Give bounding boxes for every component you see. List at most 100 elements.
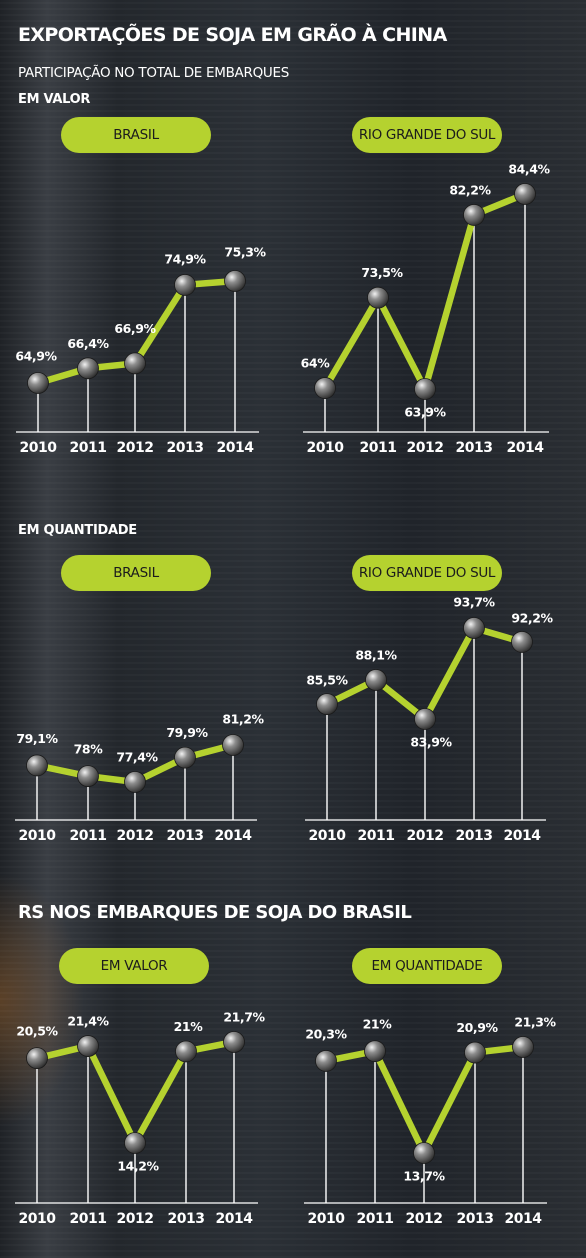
data-label: 83,9%: [410, 735, 452, 750]
chart-panel: 79,1% 78% 77,4% 79,9% 81,2% 2010 2011 2012 2013 2…: [15, 712, 265, 844]
data-point: [414, 708, 436, 730]
series-line: [323, 624, 526, 723]
data-point: [124, 352, 146, 375]
data-point: [463, 617, 485, 639]
x-tick-label: 2012: [407, 440, 444, 456]
x-tick-label: 2013: [167, 828, 204, 844]
data-label: 77,4%: [116, 750, 158, 765]
x-tick-label: 2013: [457, 1211, 494, 1227]
x-tick-label: 2010: [307, 440, 345, 456]
chart-panel: 85,5% 88,1% 83,9% 93,7% 92,2% 2010 2011 2012 201…: [305, 595, 554, 844]
data-label: 63,9%: [404, 405, 446, 420]
data-point: [222, 734, 244, 756]
data-label: 66,4%: [67, 336, 109, 351]
x-tick-label: 2012: [407, 828, 444, 844]
series-line: [321, 190, 529, 393]
chart-panel: 20,3% 21% 13,7% 20,9% 21,3% 2010 2011 2012 2013 2…: [304, 1015, 557, 1227]
chart-panel: 20,5% 21,4% 14,2% 21% 21,7% 2010 2011 2012 2013 2…: [15, 1010, 266, 1227]
x-tick-label: 2010: [19, 828, 57, 844]
data-point: [514, 183, 536, 205]
x-tick-label: 2010: [20, 440, 58, 456]
x-tick-label: 2010: [309, 828, 347, 844]
data-point: [464, 1041, 486, 1064]
data-label: 73,5%: [361, 265, 403, 280]
x-tick-label: 2011: [70, 828, 107, 844]
x-tick-label: 2014: [215, 828, 253, 844]
page-title: EXPORTAÇÕES DE SOJA EM GRÃO À CHINA: [18, 24, 447, 46]
data-label: 21,7%: [223, 1010, 265, 1025]
data-point: [175, 1040, 197, 1063]
chart-title-pill: BRASIL: [61, 555, 211, 591]
data-point: [174, 746, 196, 769]
data-label: 21,4%: [67, 1014, 109, 1029]
x-tick-label: 2014: [216, 1211, 254, 1227]
data-label: 79,9%: [166, 725, 208, 740]
chart-panel: 64% 73,5% 63,9% 82,2% 84,4% 2010 2011 2012 2013 2…: [301, 162, 551, 457]
chart-title-pill: RIO GRANDE DO SUL: [352, 117, 502, 153]
chart-title-pill: EM QUANTIDADE: [352, 948, 502, 984]
data-label: 21%: [174, 1019, 204, 1034]
data-point: [26, 754, 48, 777]
data-label: 20,9%: [456, 1020, 498, 1035]
data-label: 21%: [363, 1017, 393, 1032]
section-title-rs: RS NOS EMBARQUES DE SOJA DO BRASIL: [18, 902, 412, 923]
chart-title-pill: RIO GRANDE DO SUL: [352, 555, 502, 591]
data-label: 93,7%: [453, 595, 495, 610]
data-point: [316, 693, 338, 716]
data-point: [224, 270, 246, 292]
section-label-value: EM VALOR: [18, 92, 91, 107]
data-label: 20,5%: [16, 1024, 58, 1039]
data-label: 64,9%: [15, 349, 57, 364]
data-label: 84,4%: [508, 162, 550, 177]
x-tick-label: 2013: [456, 828, 493, 844]
data-point: [26, 1047, 48, 1070]
x-tick-label: 2012: [406, 1211, 443, 1227]
data-label: 74,9%: [164, 251, 206, 266]
data-label: 85,5%: [306, 673, 348, 688]
x-tick-label: 2011: [358, 828, 395, 844]
data-point: [463, 204, 485, 226]
x-tick-label: 2013: [168, 1211, 205, 1227]
x-tick-label: 2013: [167, 440, 204, 456]
data-point: [367, 286, 389, 309]
chart-title-pill: BRASIL: [61, 117, 211, 153]
data-point: [174, 274, 196, 296]
x-tick-label: 2010: [308, 1211, 346, 1227]
x-tick-label: 2014: [217, 440, 255, 456]
data-point: [124, 771, 146, 793]
x-tick-label: 2011: [360, 440, 397, 456]
data-label: 88,1%: [355, 648, 397, 663]
data-point: [27, 372, 49, 394]
data-label: 21,3%: [514, 1015, 556, 1030]
x-tick-label: 2014: [504, 828, 542, 844]
chart-title-pill: EM VALOR: [59, 948, 209, 984]
x-tick-label: 2014: [505, 1211, 543, 1227]
data-point: [223, 1031, 245, 1053]
data-point: [364, 1040, 386, 1063]
data-point: [511, 631, 533, 653]
series-line: [33, 1038, 238, 1147]
section-label-quantity: EM QUANTIDADE: [18, 523, 137, 538]
data-label: 78%: [74, 742, 104, 757]
x-tick-label: 2012: [117, 828, 154, 844]
data-point: [413, 1142, 435, 1164]
data-label: 92,2%: [511, 610, 553, 625]
data-point: [512, 1036, 534, 1058]
data-label: 81,2%: [222, 712, 264, 727]
data-label: 75,3%: [224, 245, 266, 260]
data-label: 13,7%: [403, 1169, 445, 1184]
page-subtitle: PARTICIPAÇÃO NO TOTAL DE EMBARQUES: [18, 65, 289, 81]
data-point: [365, 669, 387, 691]
data-point: [314, 377, 336, 399]
x-tick-label: 2014: [507, 440, 545, 456]
x-tick-label: 2011: [70, 440, 107, 456]
data-point: [414, 378, 436, 400]
x-tick-label: 2012: [117, 440, 154, 456]
data-label: 14,2%: [117, 1159, 159, 1174]
x-tick-label: 2011: [357, 1211, 394, 1227]
chart-panel: 64,9% 66,4% 66,9% 74,9% 75,3% 2010 2011 2012 201…: [15, 245, 267, 457]
data-label: 20,3%: [305, 1026, 347, 1041]
data-point: [77, 1035, 99, 1057]
data-label: 79,1%: [16, 731, 58, 746]
x-tick-label: 2010: [19, 1211, 57, 1227]
